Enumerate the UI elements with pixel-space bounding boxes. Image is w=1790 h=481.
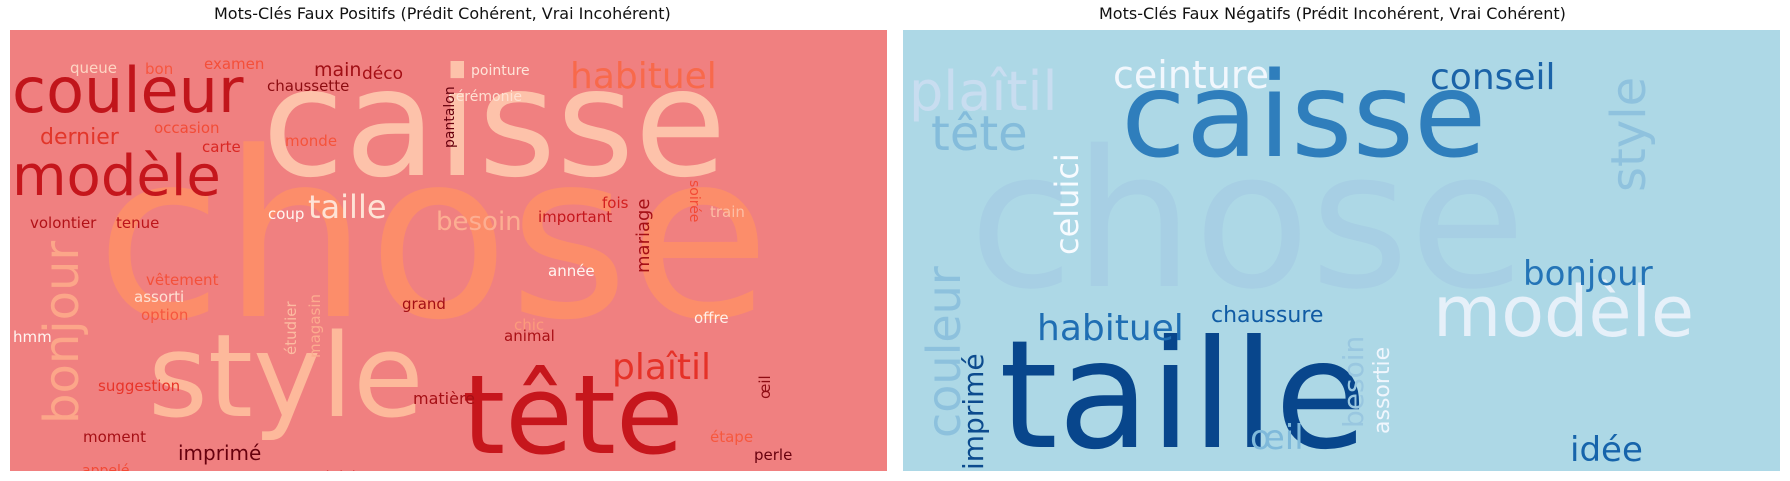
false-positive-word-coup: coup: [268, 205, 304, 223]
false-positive-word-perle: perle: [754, 446, 792, 464]
false-positive-word-tenue: tenue: [116, 214, 159, 232]
false-positive-word-soiree: soirée: [686, 180, 702, 222]
false-negative-word-habituel: habituel: [1037, 308, 1184, 349]
false-positive-word-queue: queue: [70, 59, 117, 77]
false-positive-word-magasin: magasin: [306, 294, 324, 358]
false-positive-word-mariage: mariage: [633, 199, 654, 274]
false-positive-word-ceremonie: cérémonie: [448, 89, 522, 105]
false-positive-word-dernier: dernier: [40, 125, 120, 150]
false-negative-word-celuici: celuici: [1048, 153, 1086, 255]
false-negative-word-caisse: caisse: [1121, 46, 1487, 184]
false-positive-word-animal: animal: [504, 327, 555, 345]
false-positive-word-main: main: [314, 59, 361, 81]
false-negative-word-oeil: œil: [1250, 418, 1304, 458]
false-positive-word-examen: examen: [204, 55, 264, 73]
false-positive-word-plaitil: plaîtil: [612, 347, 711, 388]
false-negative-cloud-background: [903, 30, 1780, 471]
false-negative-word-tete: tête: [931, 106, 1028, 162]
false-positive-word-style: style: [148, 310, 424, 444]
false-positive-word-carte: carte: [202, 138, 241, 156]
false-negative-word-style: style: [1601, 77, 1657, 192]
false-positive-word-cloud: chose caisse style tête couleur modèle bonjour…: [10, 30, 887, 471]
false-negative-word-imprime: imprimé: [957, 353, 990, 470]
false-positive-word-imprime: imprimé: [178, 441, 261, 465]
false-positive-word-volontier: volontier: [30, 214, 97, 232]
false-negative-word-chose: chose: [969, 110, 1526, 331]
false-positive-word-tete: tête: [462, 351, 684, 471]
false-positive-word-grand: grand: [402, 295, 446, 313]
false-positive-word-monde: monde: [285, 132, 337, 150]
false-positive-word-deco: déco: [362, 64, 403, 84]
false-positive-word-occasion: occasion: [154, 119, 220, 137]
false-negative-word-assortie: assortie: [1370, 347, 1395, 434]
left-panel-title: Mots-Clés Faux Positifs (Prédit Cohérent…: [214, 4, 671, 23]
false-positive-word-chic: chic: [514, 316, 544, 334]
false-positive-word-assorti: assorti: [134, 288, 184, 306]
false-positive-word-bonjour: bonjour: [34, 241, 90, 424]
false-positive-word-annee: année: [548, 262, 595, 280]
false-positive-word-suggestion: suggestion: [98, 377, 180, 395]
false-positive-word-offre: offre: [694, 309, 729, 327]
false-positive-word-matiere: matière: [413, 389, 475, 408]
false-positive-word-chose: chose: [96, 104, 770, 371]
false-negative-word-besoin: besoin: [1337, 336, 1370, 428]
false-positive-word-chaussette: chaussette: [267, 77, 349, 95]
false-negative-word-modele: modèle: [1433, 271, 1694, 353]
false-positive-word-vetement: vêtement: [146, 271, 219, 289]
false-positive-word-oeil: œil: [756, 375, 774, 399]
false-positive-word-celuici: celuici: [308, 468, 356, 471]
false-positive-word-important: important: [538, 208, 612, 226]
false-positive-cloud-background: [10, 30, 887, 471]
false-positive-word-fois: fois: [602, 194, 629, 212]
right-panel-title: Mots-Clés Faux Négatifs (Prédit Incohére…: [1099, 4, 1566, 23]
false-negative-word-ceinture: ceinture: [1113, 53, 1269, 97]
false-positive-word-habituel: habituel: [570, 56, 717, 97]
false-positive-word-train: train: [710, 203, 745, 221]
false-positive-word-appele: appelé: [82, 463, 129, 471]
false-positive-word-moment: moment: [83, 428, 146, 446]
false-positive-word-taille: taille: [308, 188, 387, 226]
false-negative-word-idee: idée: [1570, 430, 1643, 470]
false-positive-word-etudier: étudier: [282, 300, 300, 355]
false-positive-word-modele: modèle: [12, 144, 221, 209]
false-positive-word-bon: bon: [145, 60, 173, 78]
false-positive-word-option: option: [141, 306, 188, 324]
false-positive-word-pantalon: pantalon: [442, 86, 458, 148]
false-positive-word-etape: étape: [710, 428, 753, 446]
false-negative-word-chaussure: chaussure: [1211, 303, 1323, 328]
false-positive-word-besoin: besoin: [436, 207, 522, 237]
false-negative-word-conseil: conseil: [1430, 57, 1556, 98]
false-positive-word-couleur: couleur: [12, 54, 244, 127]
false-positive-word-caisse: caisse: [262, 37, 727, 211]
false-negative-word-couleur: couleur: [917, 266, 971, 438]
false-positive-word-hmm: hmm: [13, 328, 52, 346]
false-positive-word-pointure: pointure: [471, 63, 530, 79]
false-negative-word-plaitil: plaîtil: [909, 60, 1058, 123]
false-negative-word-cloud: chose caisse taille modèle plaîtil ceinture co…: [903, 30, 1780, 471]
false-negative-word-taille: taille: [999, 309, 1367, 471]
false-negative-word-bonjour: bonjour: [1523, 254, 1653, 294]
